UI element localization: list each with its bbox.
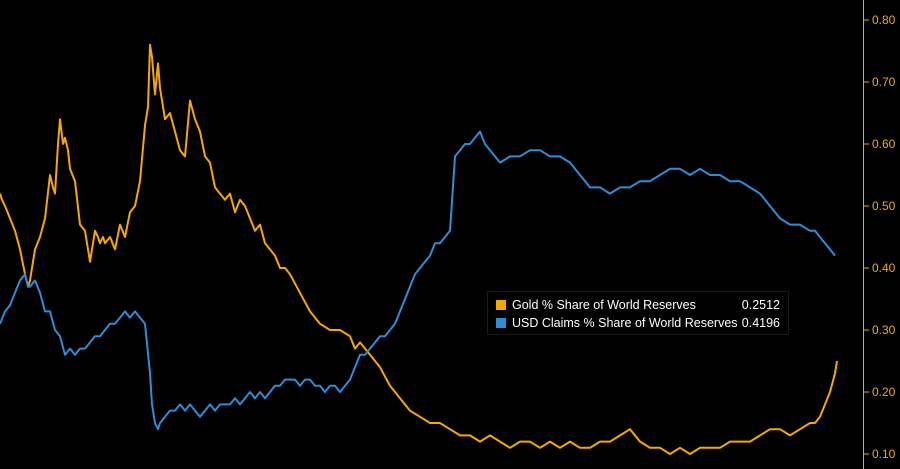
- y-tick-label: 0.20: [872, 385, 896, 399]
- legend-swatch: [496, 300, 506, 310]
- y-tick-label: 0.80: [872, 13, 896, 27]
- legend-series-value: 0.4196: [741, 316, 780, 330]
- series-line-1: [0, 130, 836, 431]
- legend-series-value: 0.2512: [741, 298, 780, 312]
- series-line-0: [0, 43, 838, 455]
- legend-item: Gold % Share of World Reserves 0.2512: [496, 296, 780, 314]
- legend-series-name: Gold % Share of World Reserves: [512, 298, 696, 312]
- y-axis-ticks: 0.80 0.70 0.60 0.50 0.40 0.30 0.20 0.10: [863, 13, 896, 461]
- y-tick-label: 0.70: [872, 75, 896, 89]
- legend-item: USD Claims % Share of World Reserves 0.4…: [496, 314, 780, 332]
- legend: Gold % Share of World Reserves 0.2512 US…: [487, 291, 789, 335]
- y-tick-label: 0.50: [872, 199, 896, 213]
- y-tick-label: 0.30: [872, 323, 896, 337]
- legend-swatch: [496, 318, 506, 328]
- y-tick-label: 0.40: [872, 261, 896, 275]
- y-tick-label: 0.10: [872, 447, 896, 461]
- legend-series-name: USD Claims % Share of World Reserves: [512, 316, 738, 330]
- series-layer: [0, 43, 838, 455]
- y-tick-label: 0.60: [872, 137, 896, 151]
